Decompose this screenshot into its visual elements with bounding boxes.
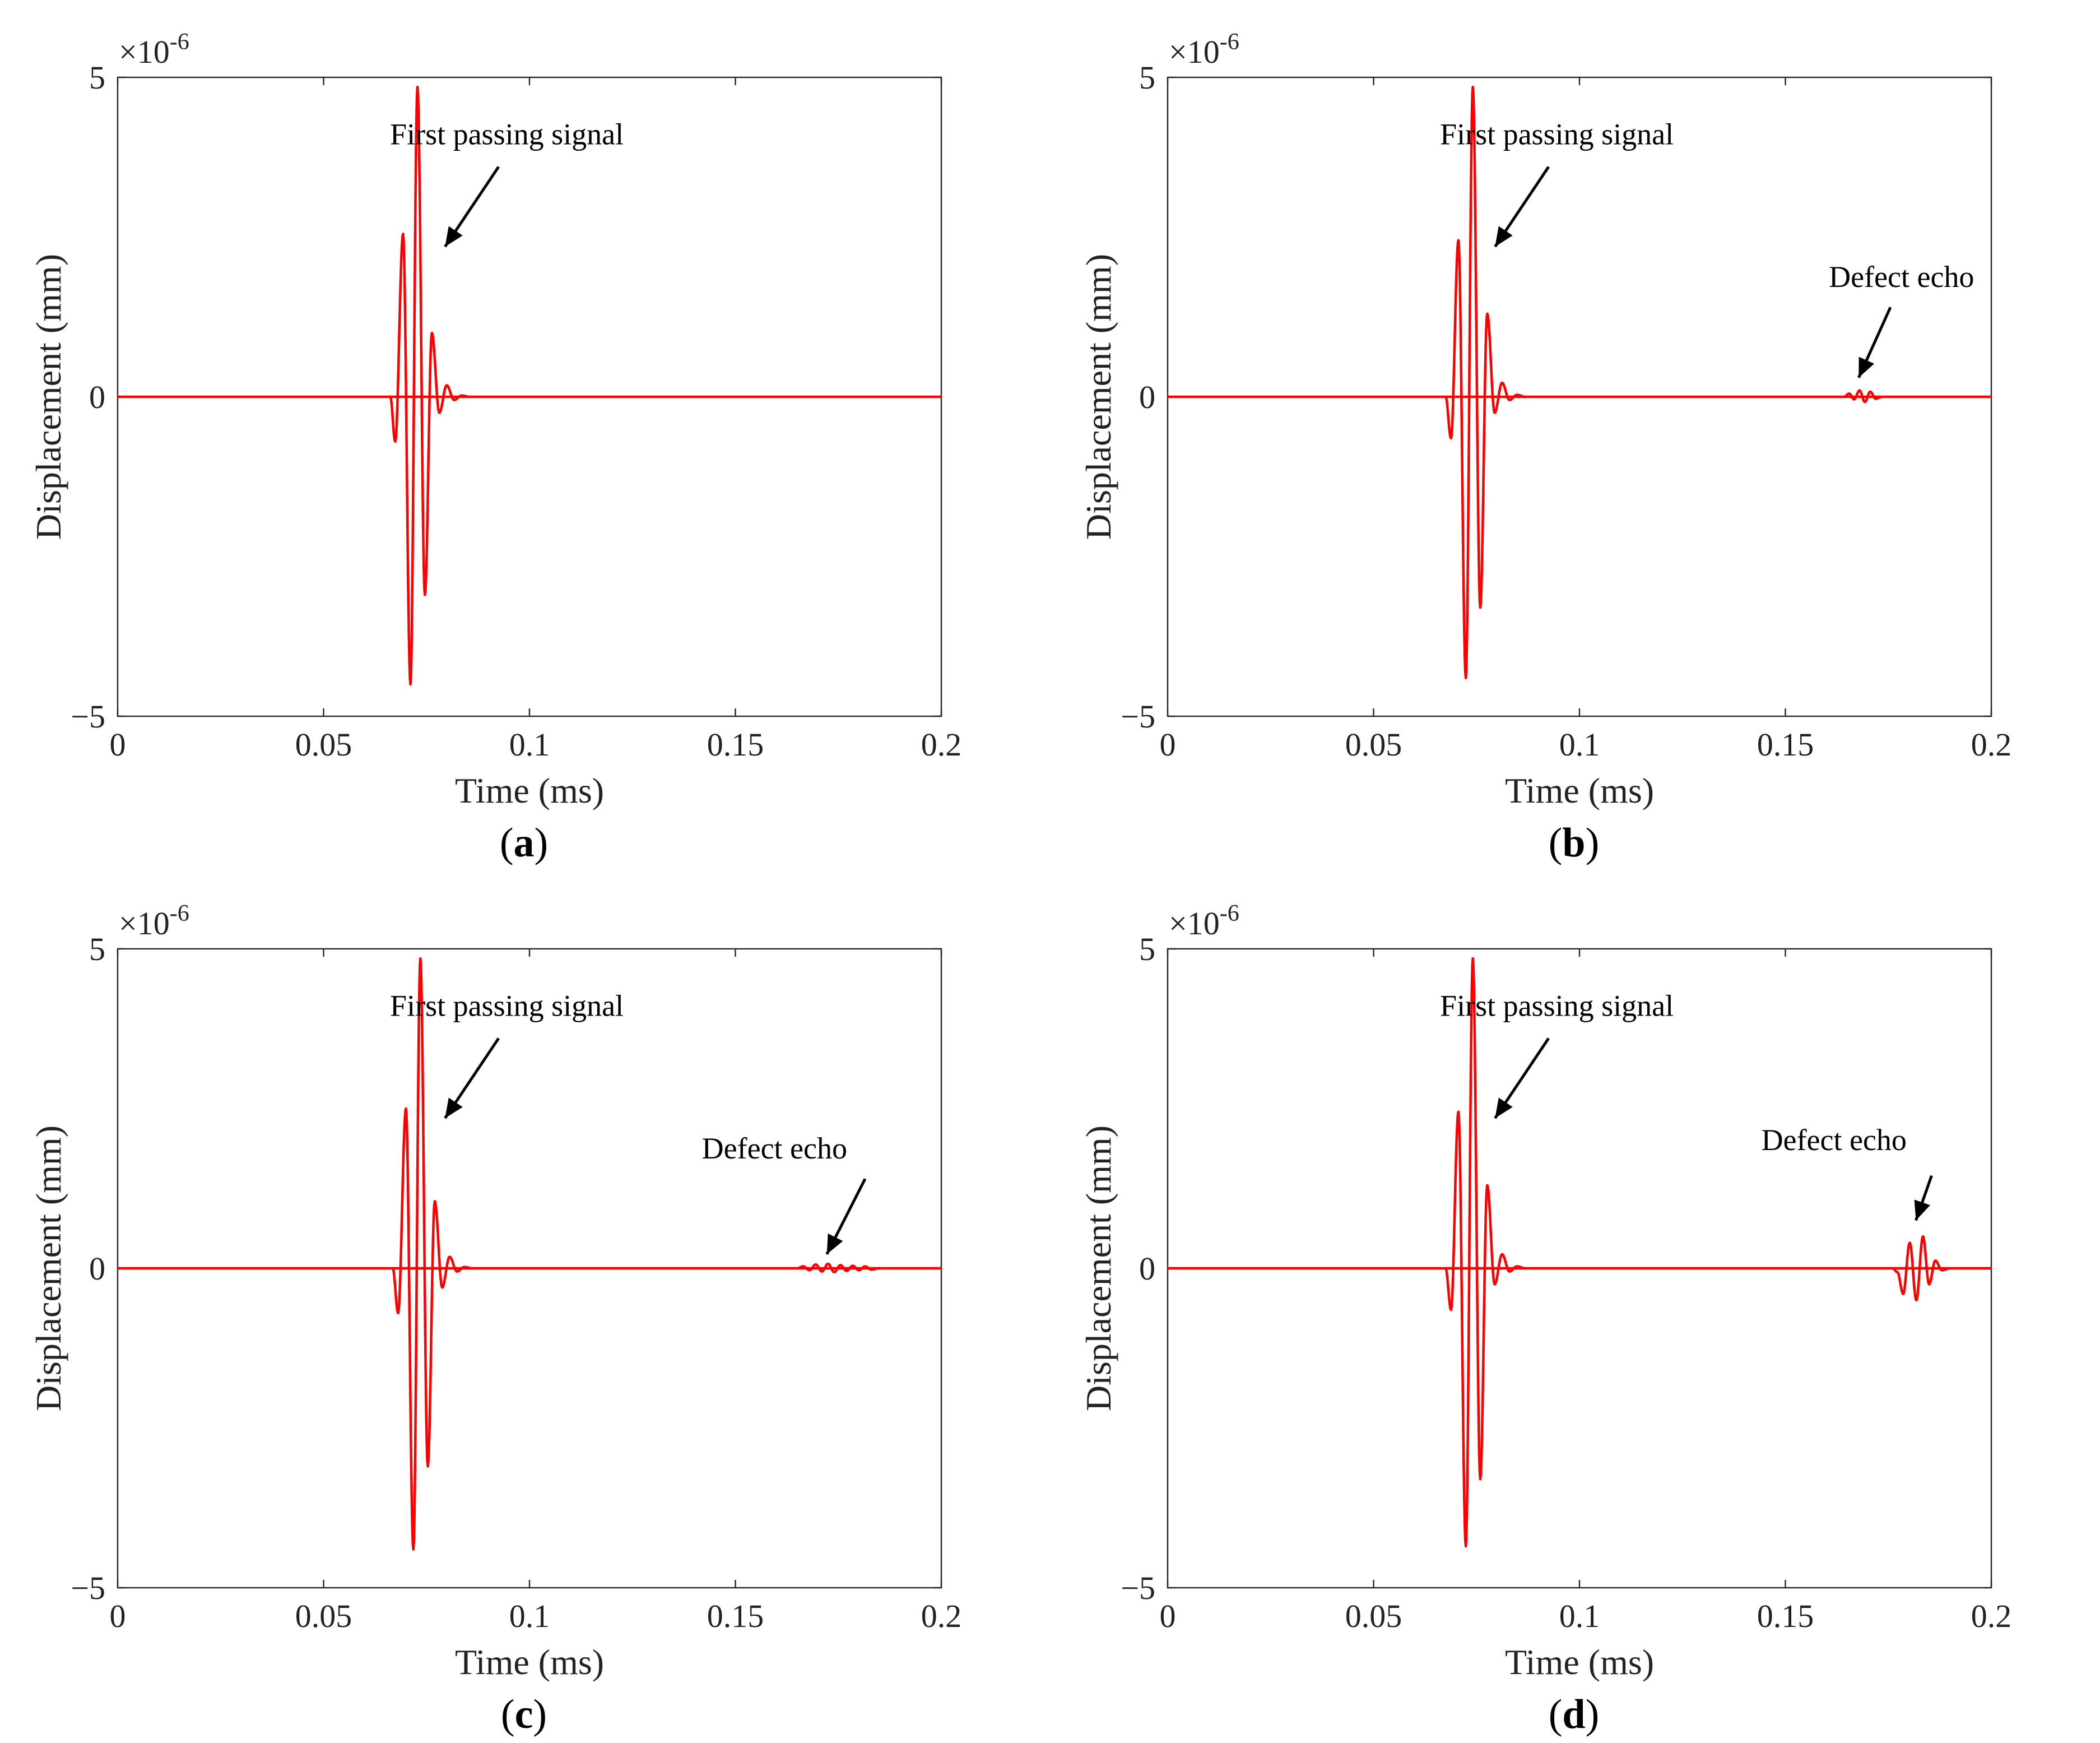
caption-close: ): [1586, 1691, 1600, 1737]
annotation-arrowhead: [1859, 356, 1874, 378]
y-exponent-power: -6: [170, 29, 189, 55]
y-tick-label: 0: [1139, 1250, 1155, 1287]
annotation-arrowhead: [1914, 1199, 1930, 1221]
y-exponent-power: -6: [1220, 29, 1239, 55]
caption-letter: b: [1562, 820, 1585, 866]
panel-caption: (c): [501, 1691, 547, 1737]
signal-defect-echo: [796, 1262, 881, 1274]
x-tick-label: 0.2: [1971, 726, 2012, 763]
y-exponent-base: ×10: [119, 34, 170, 70]
annotation-arrowhead: [445, 226, 463, 247]
y-exponent-label: ×10-6: [119, 901, 189, 942]
x-tick-label: 0.2: [921, 726, 962, 763]
annotation-text: Defect echo: [1762, 1123, 1907, 1157]
caption-open: (: [501, 1691, 515, 1737]
x-tick-label: 0.1: [509, 726, 550, 763]
y-axis-label: Displacement (mm): [1079, 254, 1118, 540]
annotation-arrowhead: [1495, 226, 1513, 247]
caption-close: ): [535, 820, 549, 866]
annotation-text: First passing signal: [1440, 118, 1674, 151]
y-axis-label: Displacement (mm): [1079, 1125, 1118, 1411]
y-exponent-label: ×10-6: [1169, 901, 1239, 942]
x-tick-label: 0.15: [707, 726, 764, 763]
y-exponent-power: -6: [1220, 901, 1239, 926]
annotation-text: First passing signal: [390, 118, 624, 151]
y-tick-label: 5: [89, 931, 105, 967]
signal-first-passing: [389, 85, 471, 686]
annotation-arrowhead: [1495, 1097, 1513, 1119]
x-tick-label: 0.15: [1757, 1598, 1814, 1634]
y-tick-label: 5: [1139, 59, 1155, 96]
y-tick-label: 5: [1139, 931, 1155, 967]
y-tick-label: 5: [89, 59, 105, 96]
y-tick-label: 0: [1139, 379, 1155, 415]
x-tick-label: 0.05: [295, 726, 352, 763]
y-exponent-label: ×10-6: [119, 29, 189, 70]
signal-defect-echo: [1891, 1235, 1952, 1302]
x-tick-label: 0.15: [707, 1598, 764, 1634]
caption-close: ): [1586, 820, 1600, 866]
annotation-arrowhead: [445, 1097, 463, 1119]
x-tick-label: 0.1: [509, 1598, 550, 1634]
y-tick-label: −5: [1121, 698, 1155, 735]
signal-first-passing: [1444, 957, 1527, 1548]
panel-caption: (a): [500, 820, 548, 866]
x-tick-label: 0: [110, 1598, 126, 1634]
caption-close: ): [533, 1691, 547, 1737]
annotation-text: First passing signal: [390, 989, 624, 1023]
y-tick-label: −5: [71, 1570, 105, 1606]
x-tick-label: 0.05: [1345, 726, 1402, 763]
x-axis-label: Time (ms): [1505, 1642, 1654, 1682]
x-tick-label: 0: [1160, 1598, 1176, 1634]
annotation-text: Defect echo: [702, 1132, 847, 1165]
y-tick-label: 0: [89, 1250, 105, 1287]
y-exponent-power: -6: [170, 901, 189, 926]
x-tick-label: 0.05: [1345, 1598, 1402, 1634]
signal-first-passing: [391, 957, 474, 1551]
x-tick-label: 0.1: [1559, 726, 1600, 763]
y-axis-label: Displacement (mm): [29, 254, 68, 540]
x-axis-label: Time (ms): [455, 771, 604, 810]
y-exponent-base: ×10: [1169, 905, 1220, 942]
panel-caption: (b): [1549, 820, 1599, 866]
caption-letter: c: [515, 1691, 533, 1737]
caption-letter: a: [514, 820, 535, 866]
x-tick-label: 0: [110, 726, 126, 763]
x-axis-label: Time (ms): [1505, 771, 1654, 810]
signal-first-passing: [1444, 85, 1527, 679]
x-tick-label: 0.1: [1559, 1598, 1600, 1634]
caption-open: (: [500, 820, 514, 866]
x-tick-label: 0.15: [1757, 726, 1814, 763]
annotation-text: First passing signal: [1440, 989, 1674, 1023]
y-exponent-base: ×10: [1169, 34, 1220, 70]
caption-open: (: [1549, 1691, 1563, 1737]
signal-defect-echo: [1842, 389, 1884, 404]
panel-caption: (d): [1549, 1691, 1599, 1737]
y-tick-label: −5: [71, 698, 105, 735]
y-exponent-base: ×10: [119, 905, 170, 942]
y-tick-label: −5: [1121, 1570, 1155, 1606]
x-axis-label: Time (ms): [455, 1642, 604, 1682]
x-tick-label: 0: [1160, 726, 1176, 763]
x-tick-label: 0.2: [921, 1598, 962, 1634]
x-tick-label: 0.05: [295, 1598, 352, 1634]
annotation-text: Defect echo: [1829, 260, 1974, 294]
y-exponent-label: ×10-6: [1169, 29, 1239, 70]
x-tick-label: 0.2: [1971, 1598, 2012, 1634]
caption-letter: d: [1562, 1691, 1585, 1737]
y-tick-label: 0: [89, 379, 105, 415]
caption-open: (: [1549, 820, 1563, 866]
y-axis-label: Displacement (mm): [29, 1125, 68, 1411]
annotation-arrowhead: [826, 1233, 843, 1254]
